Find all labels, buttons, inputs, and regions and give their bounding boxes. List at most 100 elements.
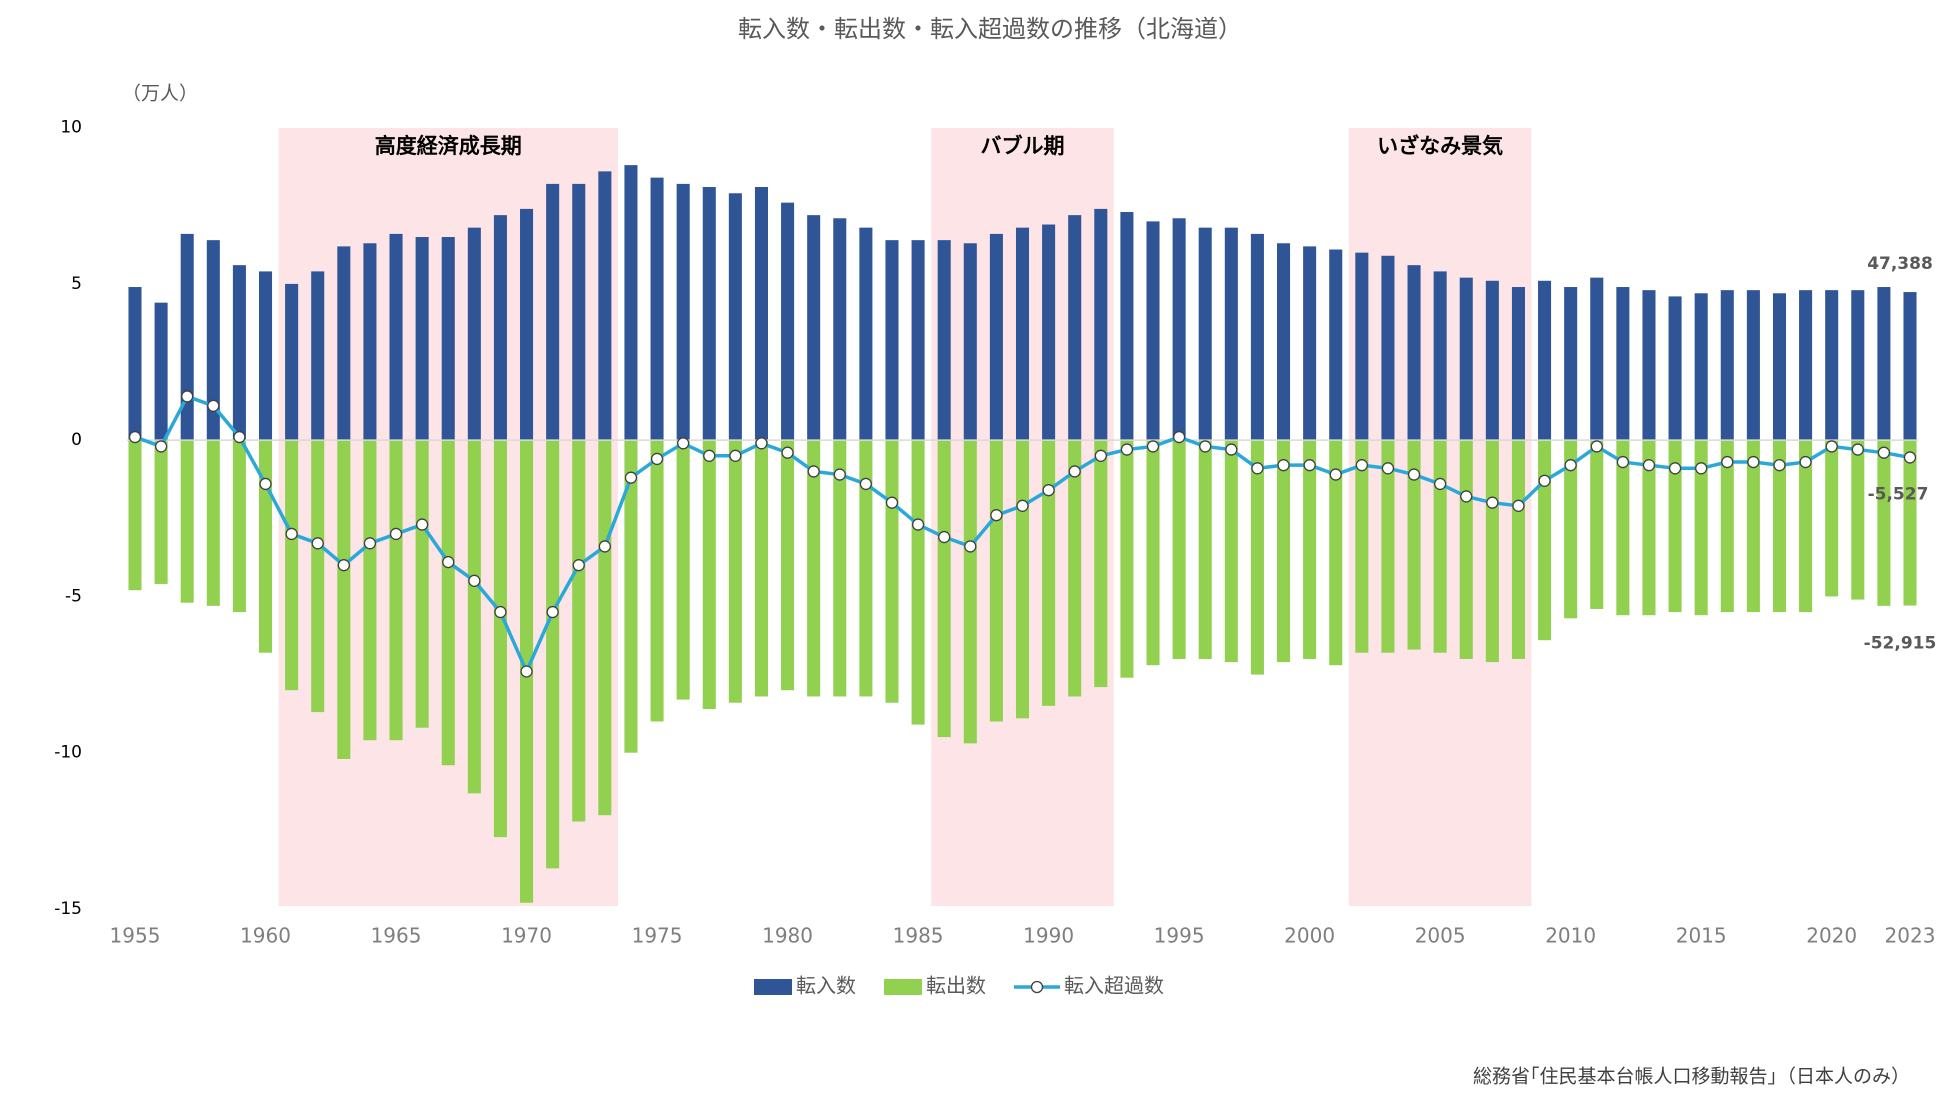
bar: [1042, 224, 1056, 441]
bar: [781, 440, 795, 691]
bar: [1616, 287, 1630, 441]
bar: [389, 233, 403, 441]
bar: [154, 302, 168, 441]
y-tick-label: 10: [60, 118, 82, 138]
bar: [520, 208, 534, 441]
line-marker: [233, 430, 246, 444]
line-marker: [833, 468, 846, 481]
bar: [1277, 243, 1291, 441]
period-label: いざなみ景気: [1377, 134, 1503, 158]
line-marker: [285, 527, 298, 541]
line-marker: [1381, 462, 1395, 475]
bar: [1746, 290, 1760, 441]
bar: [467, 440, 481, 794]
bar: [337, 440, 351, 759]
line-marker: [1329, 468, 1342, 481]
bar: [1120, 440, 1134, 678]
y-tick-label: -5: [65, 586, 82, 606]
bar: [1772, 440, 1787, 613]
bar: [963, 243, 977, 441]
line-marker: [885, 496, 899, 509]
line-marker: [1199, 440, 1212, 453]
period-layer: [278, 128, 1532, 906]
y-tick-label: 0: [71, 430, 82, 450]
line-marker: [1433, 477, 1447, 491]
bar: [1146, 440, 1160, 666]
bar: [728, 193, 742, 441]
bar: [598, 440, 612, 816]
x-tick-label: 1965: [371, 924, 422, 948]
bar: [911, 440, 925, 725]
x-tick-label: 1970: [501, 924, 552, 948]
bar: [1877, 440, 1891, 606]
line-marker: [1277, 459, 1290, 472]
bar: [989, 440, 1003, 722]
bar: [1903, 292, 1917, 441]
line-marker: [181, 390, 194, 403]
line-marker: [415, 518, 429, 531]
bar: [285, 440, 299, 691]
y-tick-label: -10: [54, 743, 82, 763]
bar: [1094, 440, 1108, 688]
bar: [1068, 440, 1082, 697]
bar: [389, 440, 403, 741]
bar: [1851, 290, 1865, 441]
line-marker: [1564, 459, 1577, 472]
bar: [1015, 227, 1030, 441]
bar: [650, 177, 664, 441]
line-marker: [650, 452, 664, 466]
bar: [859, 440, 873, 697]
line-marker: [442, 555, 455, 569]
bar: [1250, 233, 1264, 441]
line-marker: [1172, 430, 1186, 444]
bar: [1250, 440, 1264, 675]
line-marker: [1407, 468, 1421, 481]
bar: [1720, 440, 1734, 613]
bar: [833, 440, 847, 697]
line-marker: [911, 518, 925, 531]
x-tick-label: 2020: [1806, 924, 1857, 948]
line-marker: [1146, 440, 1160, 453]
legend-swatch: [754, 979, 792, 995]
chart-title: 転入数・転出数・転入超過数の推移（北海道）: [738, 15, 1242, 43]
line-marker: [1642, 459, 1656, 472]
bar: [180, 440, 194, 603]
bar: [963, 440, 977, 744]
bar: [128, 440, 142, 591]
bar: [1564, 440, 1578, 619]
bar: [258, 440, 273, 653]
line-marker: [624, 471, 638, 484]
bar: [1511, 440, 1525, 659]
bar: [415, 440, 429, 728]
line-marker: [1225, 443, 1238, 456]
bar: [1538, 280, 1552, 441]
x-tick-label: 2005: [1415, 924, 1466, 948]
x-tick-label: 2010: [1545, 924, 1596, 948]
line-marker: [1120, 443, 1134, 456]
line-marker: [546, 605, 559, 619]
bar: [415, 237, 429, 441]
bar: [781, 202, 795, 441]
y-tick-label: -15: [54, 899, 82, 919]
bar: [1068, 215, 1082, 441]
bar: [1485, 280, 1499, 441]
bar: [128, 287, 142, 441]
bar: [1903, 440, 1917, 606]
bar: [1694, 440, 1708, 616]
line-marker: [572, 559, 585, 572]
bar: [754, 187, 768, 441]
y-tick-label: 5: [71, 274, 82, 294]
bar: [1381, 255, 1395, 441]
bar: [572, 183, 586, 441]
bar: [1564, 287, 1578, 441]
line-marker: [703, 449, 716, 462]
bar: [337, 246, 351, 441]
bar: [1538, 440, 1552, 641]
bar: [1825, 290, 1839, 441]
legend-label: 転出数: [926, 974, 986, 998]
bar: [1407, 265, 1421, 441]
line-marker: [1251, 462, 1264, 475]
line-marker: [468, 574, 481, 587]
line-marker: [259, 477, 272, 491]
bar: [572, 440, 586, 822]
